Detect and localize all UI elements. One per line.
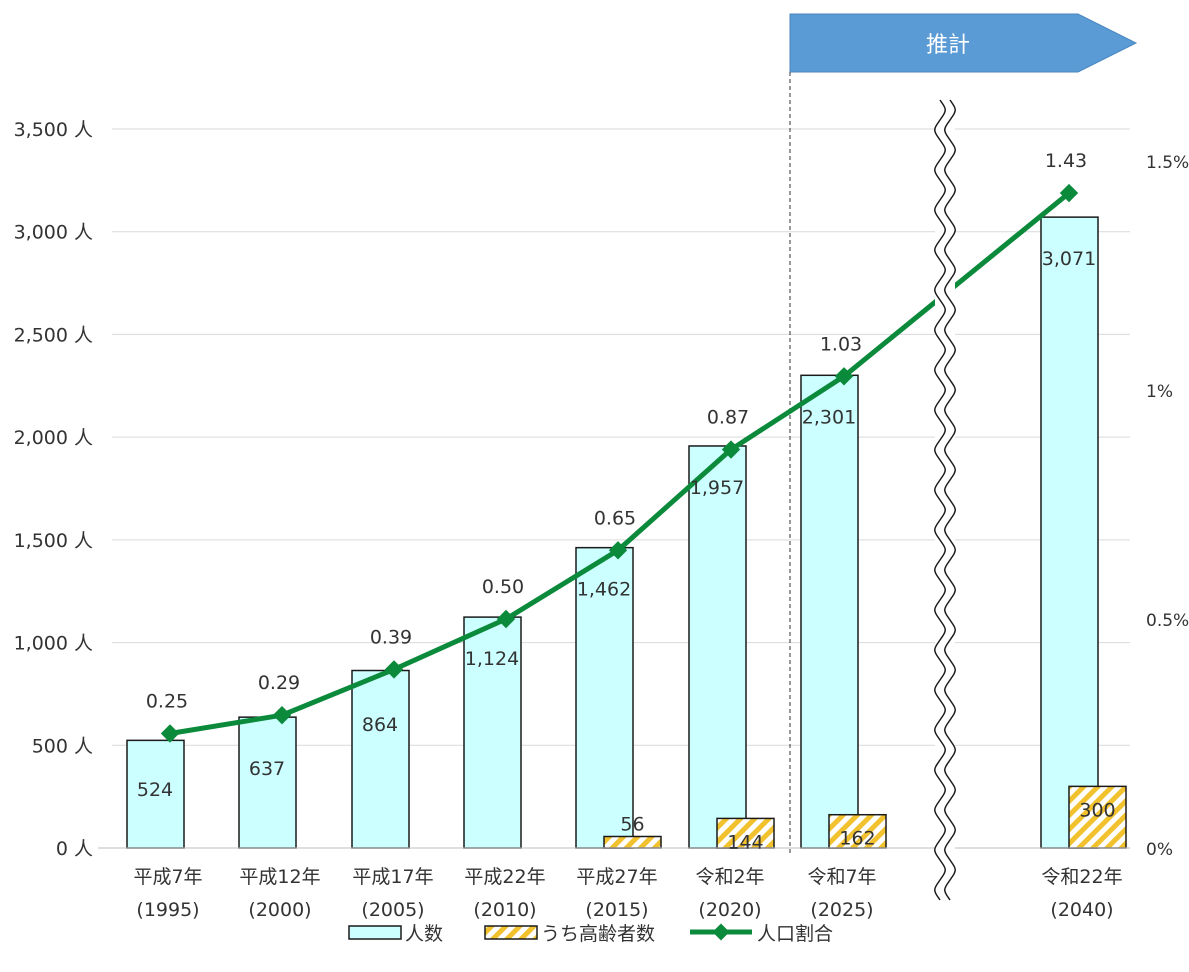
- ratio-marker: [608, 541, 628, 560]
- bar-data-label-population: 1,957: [690, 477, 744, 499]
- line-series: 0.25 0.29 0.39 0.50 0.65 0.87 1.03 1.43: [146, 150, 1087, 743]
- bar-population: [463, 616, 522, 849]
- bars-population: [126, 216, 1099, 849]
- banner-label: 推計: [926, 33, 970, 58]
- ratio-line: [169, 191, 1071, 736]
- category-label-year: (2040): [1050, 899, 1113, 921]
- left-tick-label: 2,500 人: [14, 324, 93, 346]
- ratio-data-label: 0.29: [258, 672, 300, 694]
- ratio-marker: [384, 660, 404, 679]
- bar-population: [351, 669, 410, 849]
- bar-elderly: [1068, 785, 1127, 849]
- ratio-marker: [834, 367, 854, 386]
- bar-data-label-population: 1,124: [465, 648, 519, 670]
- bar-elderly: [716, 817, 775, 849]
- category-label-year: (2005): [361, 899, 424, 921]
- axis-break-line-right: [944, 99, 956, 901]
- legend-item-ratio: 人口割合: [690, 923, 833, 945]
- category-label-era: 令和22年: [1041, 866, 1122, 888]
- category-label-era: 平成22年: [464, 866, 545, 888]
- ratio-data-label: 1.03: [820, 333, 862, 355]
- legend-label-population: 人数: [405, 923, 443, 945]
- left-tick-label: 3,000 人: [14, 222, 93, 244]
- left-tick-label: 1,500 人: [14, 530, 93, 552]
- bar-population: [238, 716, 297, 849]
- category-label-year: (2025): [810, 899, 873, 921]
- category-label-year: (2020): [698, 899, 761, 921]
- category-label-era: 平成12年: [239, 866, 320, 888]
- legend-label-ratio: 人口割合: [757, 923, 833, 945]
- right-tick-label: 0.5%: [1146, 611, 1189, 631]
- legend-swatch-elderly: [484, 925, 538, 940]
- left-tick-label: 1,000 人: [14, 633, 93, 655]
- ratio-data-label: 1.43: [1045, 150, 1087, 172]
- right-tick-label: 1%: [1146, 382, 1173, 402]
- bar-elderly: [603, 835, 662, 849]
- bars-elderly: [603, 785, 1127, 849]
- bar-data-label-population: 864: [362, 714, 398, 736]
- bar-data-label-population: 2,301: [802, 406, 856, 428]
- bar-data-label-population: 524: [137, 779, 173, 801]
- bar-elderly: [828, 813, 887, 849]
- right-tick-label: 0%: [1146, 840, 1173, 860]
- category-label-era: 令和7年: [807, 866, 876, 888]
- ratio-data-label: 0.25: [146, 691, 188, 713]
- right-tick-label: 1.5%: [1146, 153, 1189, 173]
- right-axis-tick-labels: 0% 0.5% 1% 1.5%: [1146, 153, 1189, 860]
- legend-swatch-population: [348, 925, 402, 940]
- ratio-data-label: 0.50: [482, 576, 524, 598]
- left-axis-tick-labels: 0 人 500 人 1,000 人 1,500 人 2,000 人 2,500 人 3,00…: [14, 119, 93, 860]
- axis-break-line-left: [934, 99, 946, 901]
- wavy-break-icon: [934, 99, 956, 901]
- ratio-data-label: 0.65: [594, 507, 636, 529]
- legend: 人数 うち高齢者数 人口割合: [348, 923, 833, 945]
- bar-data-label-elderly: 162: [839, 828, 875, 850]
- legend-item-population: 人数: [348, 923, 443, 945]
- bar-data-labels: 524 637 864 1,124 1,462 1,957 2,301 3,071 56 144 1…: [137, 248, 1116, 853]
- category-label-year: (2000): [248, 899, 311, 921]
- ratio-data-label: 0.87: [707, 407, 749, 429]
- left-tick-label: 2,000 人: [14, 427, 93, 449]
- legend-marker-ratio: [712, 923, 730, 941]
- projection-banner: 推計: [789, 13, 1138, 73]
- ratio-marker: [272, 705, 292, 725]
- legend-label-elderly: うち高齢者数: [541, 923, 655, 945]
- bar-data-label-population: 1,462: [577, 579, 631, 601]
- banner-arrow-shape: [789, 13, 1138, 73]
- bar-population: [575, 546, 634, 849]
- category-label-year: (2015): [585, 899, 648, 921]
- gridlines: [112, 128, 1130, 746]
- category-label-era: 平成7年: [133, 866, 202, 888]
- category-label-era: 平成27年: [576, 866, 657, 888]
- legend-item-elderly: うち高齢者数: [484, 923, 655, 945]
- bar-data-label-population: 637: [249, 758, 285, 780]
- left-tick-label: 0 人: [56, 838, 93, 860]
- ratio-marker: [721, 440, 741, 459]
- bar-population: [800, 374, 859, 849]
- bar-data-label-elderly: 56: [620, 813, 644, 835]
- bar-data-label-elderly: 300: [1079, 799, 1115, 821]
- left-tick-label: 500 人: [32, 735, 93, 757]
- ratio-data-label: 0.39: [370, 626, 412, 648]
- category-label-era: 平成17年: [352, 866, 433, 888]
- category-label-era: 令和2年: [695, 866, 764, 888]
- bar-data-label-population: 3,071: [1042, 248, 1096, 270]
- bar-population: [688, 445, 747, 849]
- ratio-marker: [1059, 183, 1079, 203]
- left-tick-label: 3,500 人: [14, 119, 93, 141]
- category-label-year: (2010): [473, 899, 536, 921]
- bar-data-label-elderly: 144: [727, 831, 763, 853]
- bar-population: [1040, 216, 1099, 849]
- x-axis-category-labels: 平成7年 (1995) 平成12年 (2000) 平成17年 (2005) 平成22年 (20…: [133, 866, 1122, 921]
- ratio-marker: [160, 724, 180, 743]
- category-label-year: (1995): [136, 899, 199, 921]
- ratio-marker: [496, 609, 516, 629]
